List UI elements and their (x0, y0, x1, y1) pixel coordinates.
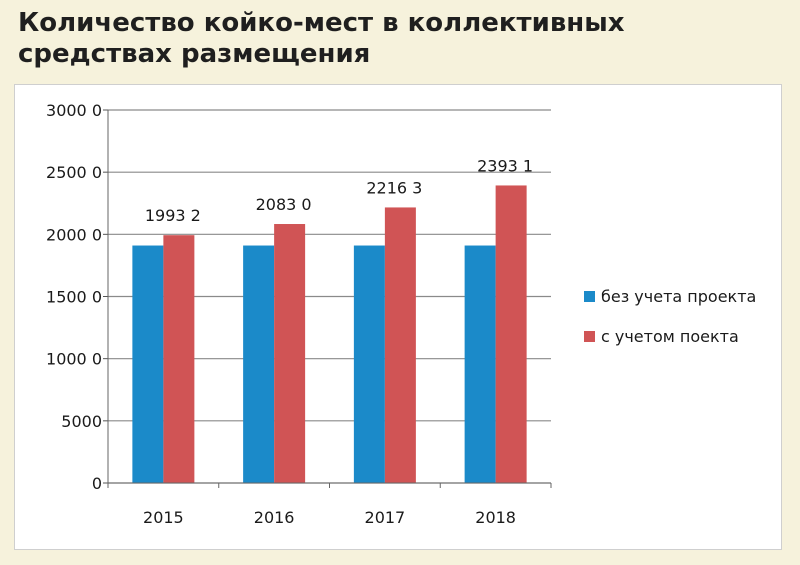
y-tick-label: 5000 (61, 412, 102, 431)
x-category-label: 2018 (475, 508, 516, 527)
data-label: 1993 2 (145, 206, 201, 225)
y-tick-label: 3000 0 (46, 101, 102, 120)
y-tick-label: 0 (92, 474, 102, 493)
x-category-label: 2016 (254, 508, 295, 527)
y-tick-label: 1000 0 (46, 350, 102, 369)
bar-base-2016 (243, 245, 275, 483)
legend-swatch (584, 331, 595, 342)
bars (132, 185, 527, 484)
bar-base-2017 (353, 245, 385, 483)
axes (103, 109, 552, 488)
bar-base-2015 (132, 245, 164, 483)
data-label: 2083 0 (256, 195, 312, 214)
y-tick-label: 1500 0 (46, 288, 102, 307)
data-label: 2216 3 (366, 178, 422, 197)
bar-chart: 0 5000 1000 0 1500 0 2000 0 2500 0 3000 0 2015 1… (46, 101, 756, 527)
bar-project-2017 (384, 207, 416, 483)
labels: 0 5000 1000 0 1500 0 2000 0 2500 0 3000 0 2015 1… (46, 101, 533, 527)
y-tick-label: 2500 0 (46, 163, 102, 182)
bar-project-2016 (274, 224, 306, 483)
legend-label: с учетом поекта (601, 327, 739, 346)
chart-frame: 0 5000 1000 0 1500 0 2000 0 2500 0 3000 0 2015 1… (14, 84, 782, 550)
legend-swatch (584, 291, 595, 302)
bar-base-2018 (464, 245, 496, 483)
page-title: Количество койко-мест в коллективных сре… (18, 8, 625, 69)
legend-label: без учета проекта (601, 287, 756, 306)
bar-project-2018 (495, 185, 527, 484)
x-category-label: 2017 (365, 508, 406, 527)
y-tick-label: 2000 0 (46, 225, 102, 244)
legend: без учета проекта с учетом поекта (584, 287, 756, 346)
data-label: 2393 1 (477, 156, 533, 175)
x-category-label: 2015 (143, 508, 184, 527)
bar-project-2015 (163, 235, 195, 483)
